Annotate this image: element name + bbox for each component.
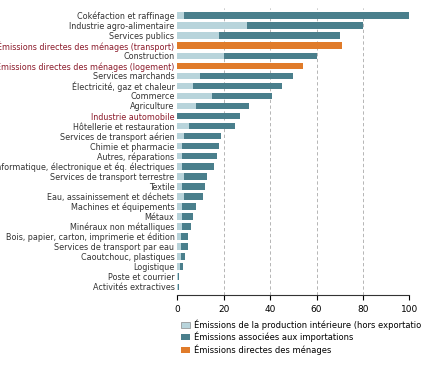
- Bar: [182, 153, 217, 160]
- Bar: [177, 123, 189, 129]
- Bar: [177, 253, 181, 260]
- Bar: [182, 143, 219, 149]
- Bar: [181, 253, 185, 260]
- Bar: [177, 93, 212, 99]
- Bar: [193, 83, 281, 89]
- Bar: [177, 73, 200, 79]
- Bar: [212, 93, 273, 99]
- Bar: [219, 33, 340, 39]
- Bar: [177, 183, 182, 190]
- Bar: [184, 173, 208, 180]
- Bar: [178, 274, 179, 280]
- Bar: [180, 263, 183, 270]
- Bar: [177, 22, 247, 29]
- Legend: Émissions de la production intérieure (hors exportations), Émissions associées a: Émissions de la production intérieure (h…: [181, 319, 422, 355]
- Bar: [177, 193, 184, 200]
- Bar: [177, 203, 182, 210]
- Bar: [177, 12, 184, 19]
- Bar: [247, 22, 363, 29]
- Bar: [177, 173, 184, 180]
- Bar: [182, 163, 214, 169]
- Bar: [177, 133, 184, 139]
- Bar: [177, 263, 180, 270]
- Bar: [177, 233, 181, 240]
- Bar: [182, 183, 205, 190]
- Bar: [184, 12, 409, 19]
- Bar: [181, 233, 188, 240]
- Bar: [200, 73, 293, 79]
- Bar: [177, 284, 178, 290]
- Bar: [189, 123, 235, 129]
- Bar: [182, 213, 193, 220]
- Bar: [177, 62, 303, 69]
- Bar: [178, 284, 179, 290]
- Bar: [177, 274, 178, 280]
- Bar: [177, 42, 342, 49]
- Bar: [182, 223, 191, 230]
- Bar: [184, 133, 221, 139]
- Bar: [177, 163, 182, 169]
- Bar: [177, 53, 224, 59]
- Bar: [177, 83, 193, 89]
- Bar: [181, 243, 188, 250]
- Bar: [182, 203, 196, 210]
- Bar: [177, 103, 196, 109]
- Bar: [177, 113, 240, 119]
- Bar: [196, 103, 249, 109]
- Bar: [177, 153, 182, 160]
- Bar: [224, 53, 316, 59]
- Bar: [184, 193, 203, 200]
- Bar: [177, 143, 182, 149]
- Bar: [177, 243, 181, 250]
- Bar: [177, 223, 182, 230]
- Bar: [177, 213, 182, 220]
- Bar: [177, 33, 219, 39]
